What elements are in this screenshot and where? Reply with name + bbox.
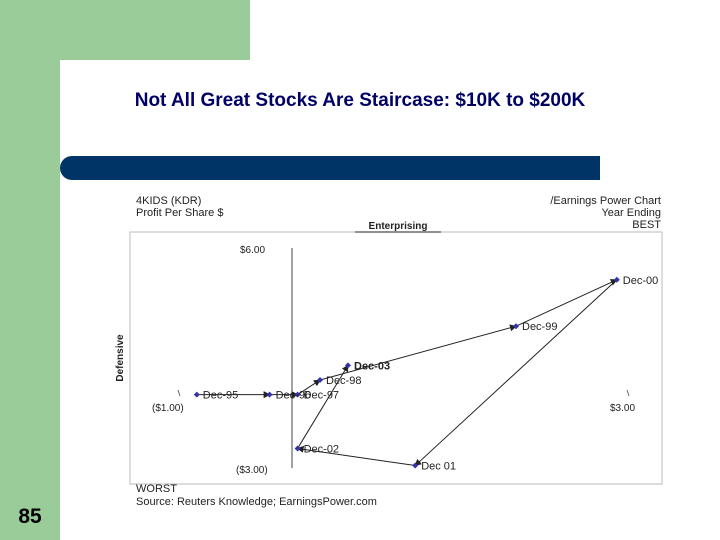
data-label-dec-96: Dec-96 bbox=[276, 390, 311, 402]
data-point-dec-99 bbox=[513, 323, 519, 330]
data-point-dec-95 bbox=[193, 391, 200, 398]
data-label-dec-01: Dec 01 bbox=[421, 461, 456, 473]
page-number: 85 bbox=[18, 505, 42, 528]
tick-label-x-right: $3.00 bbox=[610, 403, 635, 414]
bottom-label: WORST bbox=[136, 483, 177, 495]
plot-frame bbox=[129, 231, 663, 485]
data-point-dec-00 bbox=[613, 276, 620, 283]
accent-strip bbox=[0, 0, 60, 540]
data-label-dec-95: Dec-95 bbox=[203, 390, 238, 402]
tick-label-x-left: ($1.00) bbox=[152, 403, 184, 414]
x-tick-left bbox=[177, 389, 181, 397]
data-label-dec-00: Dec-00 bbox=[623, 275, 658, 287]
title-underline-bar bbox=[60, 156, 600, 180]
left-quadrant-label: Defensive bbox=[115, 334, 126, 382]
data-label-dec-03: Dec-03 bbox=[354, 360, 390, 372]
data-point-dec-01 bbox=[412, 462, 419, 469]
header-right-line-1: /Earnings Power Chart bbox=[550, 195, 661, 207]
data-point-dec-96 bbox=[266, 391, 273, 398]
data-label-dec-02: Dec-02 bbox=[304, 443, 339, 455]
data-label-dec-97: Dec-97 bbox=[304, 390, 339, 402]
x-tick-right bbox=[626, 389, 630, 397]
header-left-line-2: Profit Per Share $ bbox=[136, 207, 223, 219]
path-arrow-dec-02-to-dec-03 bbox=[297, 364, 349, 449]
data-point-dec-02 bbox=[294, 445, 301, 452]
path-arrow-dec-98-to-dec-99 bbox=[319, 324, 517, 381]
data-point-dec-98 bbox=[317, 377, 323, 383]
header-right-line-3: BEST bbox=[632, 219, 661, 231]
path-arrow-dec-01-to-dec-02 bbox=[296, 445, 416, 467]
data-point-dec-03 bbox=[345, 362, 351, 369]
header-left-line-1: 4KIDS (KDR) bbox=[136, 195, 201, 207]
slide-title: Not All Great Stocks Are Staircase: $10K… bbox=[134, 90, 586, 111]
path-arrow-dec-97-to-dec-98 bbox=[297, 379, 321, 396]
slide-panel bbox=[60, 60, 720, 540]
top-quadrant-label: Enterprising bbox=[369, 221, 428, 232]
data-label-dec-98: Dec-98 bbox=[326, 375, 361, 387]
data-label-dec-99: Dec-99 bbox=[522, 321, 557, 333]
path-arrow-dec-99-to-dec-00 bbox=[515, 279, 618, 327]
data-point-dec-97 bbox=[294, 391, 301, 398]
path-arrow-dec-00-to-dec-01 bbox=[414, 279, 618, 467]
source-note: Source: Reuters Knowledge; EarningsPower… bbox=[136, 496, 377, 508]
tick-label-y-top: $6.00 bbox=[240, 245, 265, 256]
tick-label-y-bottom: ($3.00) bbox=[236, 465, 268, 476]
header-right-line-2: Year Ending bbox=[601, 207, 661, 219]
